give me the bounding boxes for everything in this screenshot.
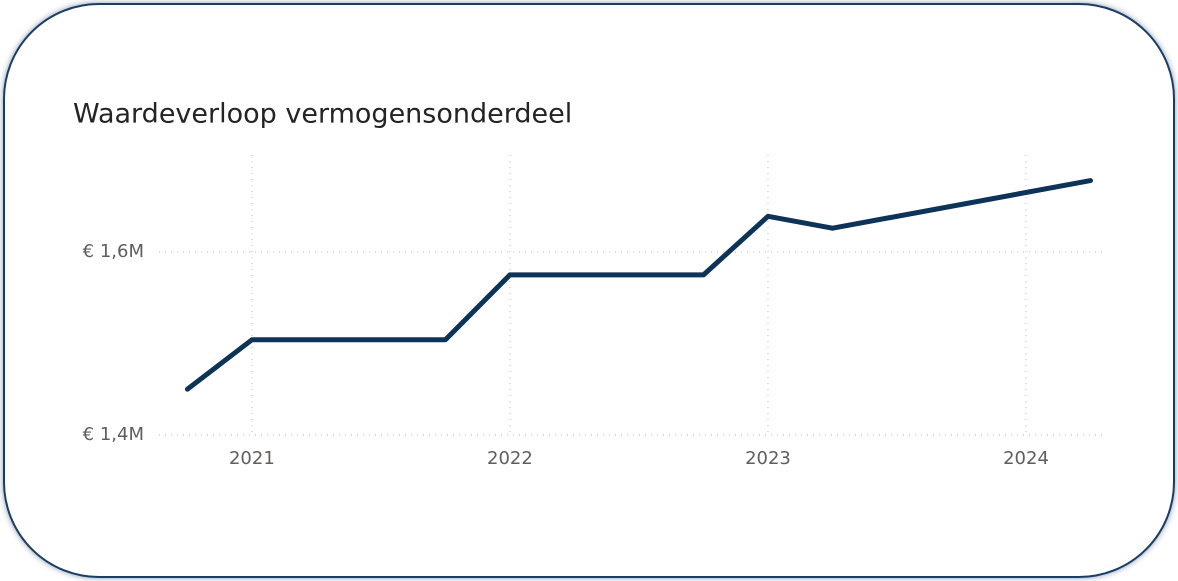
- x-tick-label: 2022: [487, 448, 533, 469]
- chart-title: Waardeverloop vermogensonderdeel: [73, 99, 572, 130]
- card: [3, 3, 1175, 578]
- y-tick-label: € 1,4M: [83, 424, 144, 445]
- x-tick-label: 2021: [229, 448, 275, 469]
- x-tick-label: 2024: [1003, 448, 1049, 469]
- data-line: [184, 178, 1093, 392]
- x-tick-label: 2023: [745, 448, 791, 469]
- y-tick-label: € 1,6M: [83, 241, 144, 262]
